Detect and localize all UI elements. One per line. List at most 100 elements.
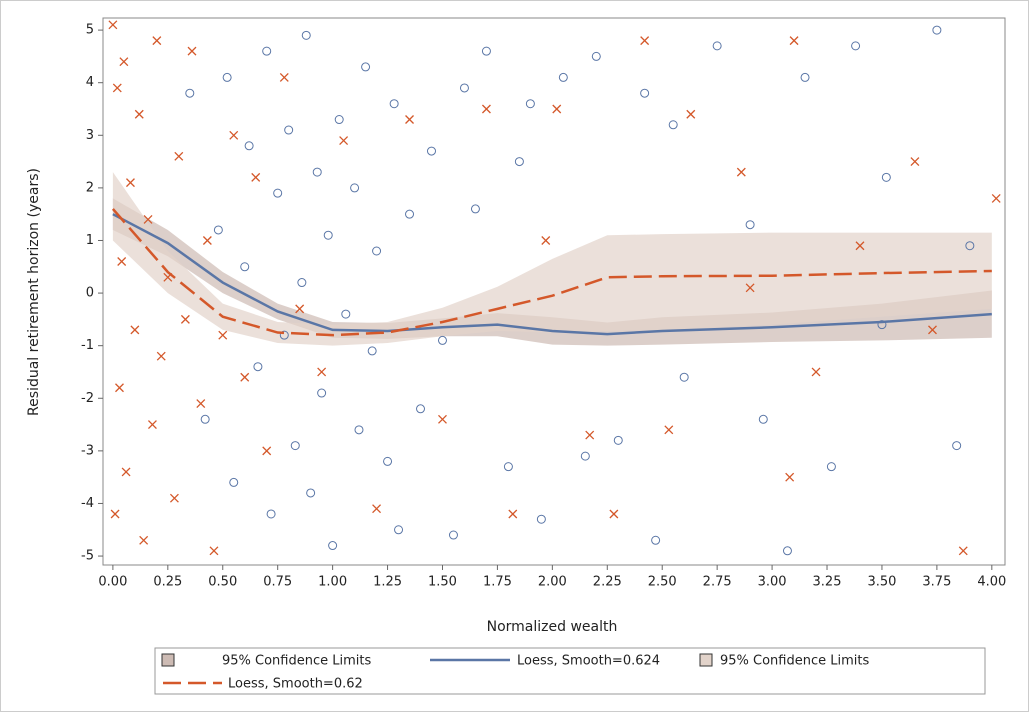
point [328, 541, 338, 551]
point [115, 383, 124, 393]
point-stroke [855, 241, 865, 251]
point [240, 262, 250, 272]
point-stroke [295, 304, 305, 314]
point [965, 241, 975, 251]
y-tick-label: -1 [81, 338, 94, 353]
point-stroke [958, 546, 968, 556]
plot-frame [102, 17, 1006, 566]
point [389, 99, 399, 109]
point [126, 178, 135, 188]
point [552, 104, 562, 114]
point [312, 167, 322, 177]
point [273, 188, 283, 198]
point [785, 472, 795, 482]
point [262, 46, 272, 56]
legend-label: Loess, Smooth=0.62 [228, 677, 363, 692]
point [928, 325, 937, 335]
point-stroke [180, 314, 190, 324]
point [367, 346, 377, 356]
point [339, 136, 349, 146]
point [712, 41, 722, 51]
point [229, 477, 239, 487]
point [121, 467, 131, 477]
point [213, 225, 223, 235]
point-stroke [152, 36, 162, 46]
y-tick-label: 0 [86, 286, 94, 301]
point [525, 99, 535, 109]
point [112, 83, 122, 93]
point [855, 241, 865, 251]
point [341, 309, 351, 319]
point-stroke [785, 472, 795, 482]
point-stroke [119, 57, 129, 67]
x-tick-label: 1.50 [428, 575, 457, 590]
point-stroke [686, 109, 696, 119]
point [372, 504, 382, 514]
point [253, 362, 263, 372]
x-tick-label: 0.00 [98, 575, 127, 590]
point [372, 246, 382, 256]
point-stroke [438, 414, 447, 424]
point [187, 46, 197, 56]
legend-label: 95% Confidence Limits [222, 654, 371, 669]
point [514, 157, 524, 167]
point-stroke [372, 504, 382, 514]
point-stroke [317, 367, 327, 377]
point [664, 425, 674, 435]
point [470, 204, 480, 214]
point-stroke [169, 493, 179, 503]
confidence-band [112, 198, 992, 346]
point [119, 57, 129, 67]
point-stroke [508, 509, 518, 519]
point [668, 120, 678, 130]
x-tick-label: 2.50 [648, 575, 677, 590]
point-stroke [147, 420, 157, 430]
x-tick-label: 0.75 [263, 575, 292, 590]
point [110, 509, 120, 519]
point [508, 509, 518, 519]
point [383, 456, 393, 466]
point [686, 109, 696, 119]
point-stroke [664, 425, 674, 435]
x-tick-label: 3.50 [867, 575, 896, 590]
point [218, 330, 228, 340]
point-stroke [130, 325, 140, 335]
point [481, 104, 491, 114]
point-stroke [910, 157, 920, 167]
point-stroke [121, 467, 131, 477]
point-stroke [585, 430, 595, 440]
point [758, 414, 768, 424]
point [295, 304, 305, 314]
point-stroke [143, 214, 153, 224]
point [284, 125, 294, 135]
point-stroke [115, 383, 124, 393]
point [290, 441, 300, 451]
point [448, 530, 458, 540]
point [877, 320, 887, 330]
y-tick-label: 2 [86, 180, 94, 195]
point-stroke [736, 167, 746, 177]
legend-swatch [161, 653, 175, 667]
point-stroke [928, 325, 937, 335]
point [262, 446, 272, 456]
point [580, 451, 590, 461]
point [306, 488, 316, 498]
point-stroke [139, 535, 149, 545]
point-stroke [640, 36, 650, 46]
point [361, 62, 371, 72]
point [394, 525, 404, 535]
point [591, 51, 601, 61]
point [134, 109, 144, 119]
point-stroke [240, 372, 250, 382]
legend-label: Loess, Smooth=0.624 [517, 654, 660, 669]
point [354, 425, 364, 435]
point [745, 283, 755, 293]
point [438, 414, 447, 424]
x-tick-label: 1.25 [373, 575, 402, 590]
point-stroke [110, 509, 120, 519]
point [558, 72, 568, 82]
point [279, 72, 289, 82]
point [200, 414, 210, 424]
y-tick-label: 5 [86, 23, 94, 38]
